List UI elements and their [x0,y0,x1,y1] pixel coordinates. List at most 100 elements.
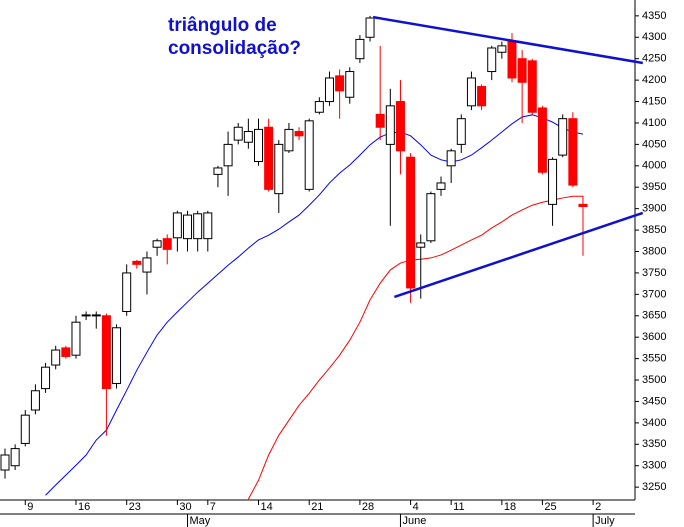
x-tick-label: 21 [311,501,323,513]
month-label: July [595,515,615,527]
candle-body [101,315,111,390]
candle-body [132,260,142,265]
y-tick-label: 4100 [642,117,666,129]
candle-body [568,118,578,186]
x-tick-label: 16 [78,501,90,513]
candle-body [61,347,71,357]
y-tick-label: 4050 [642,138,666,150]
candle-body [385,105,395,145]
y-tick-label: 4300 [642,31,666,43]
candle-body [335,75,345,92]
candle-body [41,366,51,390]
candle-body [304,120,314,190]
y-tick-label: 4000 [642,160,666,172]
candle-body [152,240,162,248]
candle-body [578,203,588,208]
candle-body [456,118,466,145]
candle-body [436,182,446,190]
x-tick-label: 2 [595,501,601,513]
candle-body [172,212,182,239]
candle-body [314,101,324,113]
y-tick-label: 3400 [642,417,666,429]
candle-body [51,349,61,366]
x-tick-label: 30 [179,501,191,513]
annotation: triângulo de [168,15,277,36]
x-tick-label: 11 [453,501,464,513]
y-tick-label: 3350 [642,438,666,450]
x-tick-label: 18 [504,501,516,513]
candle-body [20,414,30,444]
candle-body [233,126,243,141]
candle-body [324,77,334,103]
candle-body [10,448,20,467]
candle-body [517,58,527,83]
y-tick-label: 3550 [642,353,666,365]
candle-body [183,214,193,240]
trend-line [393,211,644,299]
candle-body [345,71,355,98]
annotation: consolidação? [168,38,301,59]
y-tick-label: 3650 [642,310,666,322]
candle-body [112,327,122,384]
y-tick-label: 3300 [642,460,666,472]
candle-body [284,128,294,152]
x-tick-label: 9 [27,501,33,513]
x-tick-label: 14 [261,501,273,513]
y-tick-label: 3800 [642,245,666,257]
x-tick-label: 7 [210,501,216,513]
candle-body [466,77,476,107]
candle-body [264,126,274,190]
y-tick-label: 3700 [642,288,666,300]
candle-body [81,314,91,317]
candle-body [71,321,81,356]
candle-body [203,212,213,240]
candle-body [548,158,558,205]
trend-line [372,15,644,65]
candle-body [243,131,253,143]
candle-body [30,390,40,411]
candle-body [122,272,132,312]
candle-body [558,118,568,156]
candle-body [365,17,375,38]
candle-body [213,167,223,175]
month-label: June [402,515,426,527]
y-tick-label: 3850 [642,224,666,236]
candle-body [507,41,517,79]
candle-body [162,238,172,250]
x-tick-label: 28 [362,501,374,513]
candle-body [446,150,456,167]
x-tick-label: 4 [413,501,419,513]
candle-body [477,86,487,107]
candle-body [254,128,263,163]
candle-body [416,242,426,248]
y-tick-label: 4350 [642,10,666,22]
x-tick-label: 25 [544,501,556,513]
candle-body [274,143,284,195]
candle-body [487,47,497,73]
y-tick-label: 3250 [642,481,666,493]
moving-average-line [247,195,583,500]
y-tick-label: 3950 [642,181,666,193]
candle-body [142,257,152,273]
candle-body [294,131,304,137]
moving-average-line [45,114,584,496]
month-label: May [190,515,211,527]
y-tick-label: 3600 [642,331,666,343]
candle-body [426,193,436,242]
y-tick-label: 3500 [642,374,666,386]
candle-body [223,143,233,167]
y-tick-label: 3750 [642,267,666,279]
candle-body [537,107,547,173]
y-tick-label: 4250 [642,53,666,65]
y-tick-label: 3900 [642,203,666,215]
y-tick-label: 4200 [642,74,666,86]
x-tick-label: 23 [129,501,141,513]
candle-body [406,156,416,289]
candle-body [395,101,405,152]
candle-body [91,314,101,317]
y-tick-label: 3450 [642,395,666,407]
candle-body [193,213,203,240]
candle-body [0,454,10,471]
y-tick-label: 4150 [642,95,666,107]
